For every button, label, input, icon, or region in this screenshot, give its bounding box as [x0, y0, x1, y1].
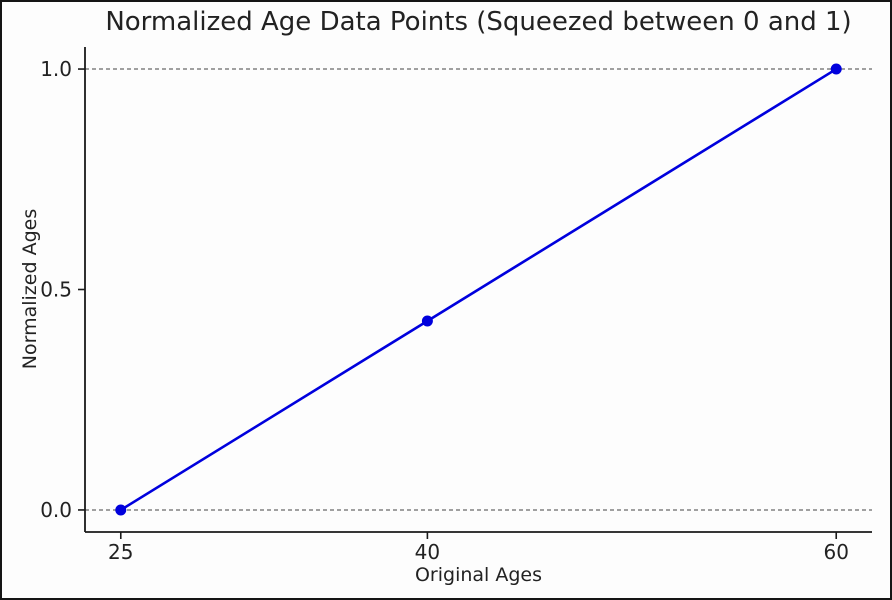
data-point-marker	[115, 504, 127, 516]
y-axis-label: Normalized Ages	[19, 208, 41, 370]
data-line	[119, 67, 838, 512]
x-tick-label: 25	[108, 540, 133, 564]
y-tick-label: 1.0	[40, 57, 72, 81]
data-point-marker	[830, 63, 842, 75]
x-axis-label: Original Ages	[414, 564, 543, 586]
x-tick-label: 40	[415, 540, 440, 564]
y-tick-label: 0.5	[40, 278, 72, 302]
y-tick-label: 0.0	[40, 498, 72, 522]
data-point-marker	[421, 315, 433, 327]
x-tick-label: 60	[824, 540, 849, 564]
chart-title: Normalized Age Data Points (Squeezed bet…	[105, 7, 852, 37]
